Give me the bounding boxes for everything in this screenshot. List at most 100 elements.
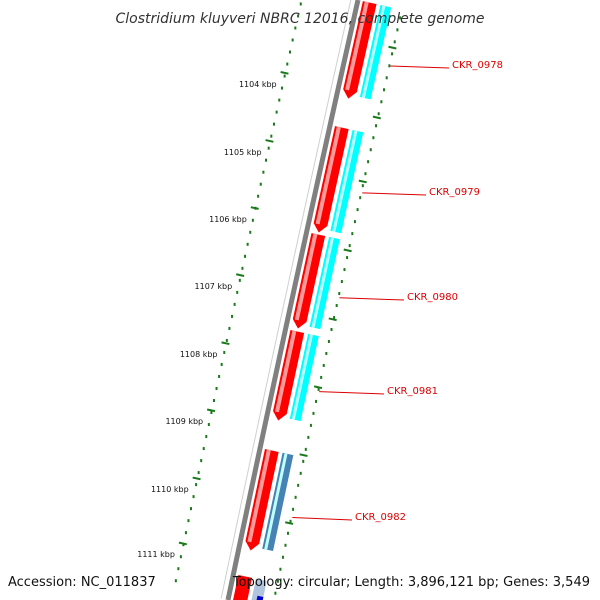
partial-gene <box>233 575 253 600</box>
outer-dot <box>297 483 300 487</box>
outer-dot <box>315 399 318 403</box>
scale-dot <box>228 326 231 330</box>
outer-dot <box>302 459 305 463</box>
scale-dot <box>190 507 193 511</box>
gene-label: CKR_0978 <box>452 60 503 71</box>
partial-cds-dark <box>256 595 264 600</box>
gene-arrow-highlight <box>315 126 341 225</box>
outer-dot <box>338 292 341 296</box>
scale-dot <box>262 170 265 174</box>
gene-label: CKR_0981 <box>387 386 438 397</box>
outer-dot <box>359 196 362 200</box>
scale-tick <box>178 541 187 546</box>
outer-dot <box>287 531 290 535</box>
outer-dot <box>396 28 399 32</box>
scale-tick <box>236 273 245 277</box>
scale-dot <box>215 386 218 390</box>
scale-dot <box>259 182 262 186</box>
topology-summary: Topology: circular; Length: 3,896,121 bp… <box>232 575 590 590</box>
outer-dot <box>348 244 351 248</box>
outer-tick <box>328 317 337 322</box>
outer-dot <box>361 184 364 188</box>
backbone-line <box>225 0 361 600</box>
scale-dot <box>223 350 226 354</box>
scale-dot <box>184 531 187 535</box>
gene-leader-line <box>362 192 427 196</box>
outer-dot <box>304 447 307 451</box>
outer-dot <box>317 387 320 391</box>
map-title: Clostridium kluyveri NBRC 12016, complet… <box>115 11 484 27</box>
outer-tick <box>313 385 323 390</box>
outer-dot <box>369 148 372 152</box>
gene-labels: CKR_0978 CKR_0979 CKR_0980 CKR_0981 CKR_0982 <box>292 60 503 523</box>
outer-dot <box>391 52 394 56</box>
cds-highlight <box>361 5 386 99</box>
scale-tick-label: 1107 kbp <box>195 282 233 291</box>
scale-dot <box>280 86 283 90</box>
scale-dot <box>179 555 182 559</box>
outer-dot <box>377 112 380 116</box>
scale-dot <box>286 62 289 66</box>
scale-tick <box>265 139 274 143</box>
scale-dot <box>174 579 177 583</box>
scale-dot <box>236 290 239 294</box>
outer-dot <box>383 88 386 92</box>
outer-tick <box>285 521 294 525</box>
outer-dot <box>385 76 388 80</box>
outer-tick <box>343 248 352 253</box>
gene-leader-line <box>390 65 450 69</box>
outer-dot <box>393 40 396 44</box>
scale-dot <box>210 411 213 415</box>
outer-dot <box>292 507 295 511</box>
scale-tick-label: 1106 kbp <box>209 215 247 224</box>
scale-dot <box>177 567 180 571</box>
outer-dot <box>367 160 370 164</box>
outer-tick <box>299 453 308 457</box>
cds-highlight <box>311 237 334 328</box>
gene-label: CKR_0982 <box>355 512 406 523</box>
scale-dot <box>288 50 291 54</box>
scale-dot <box>246 242 249 246</box>
scale-tick <box>206 408 216 413</box>
cds-highlight <box>332 130 358 232</box>
outer-dot <box>307 435 310 439</box>
scale-tick-label: 1111 kbp <box>137 550 175 559</box>
scale-dot <box>192 495 195 499</box>
scale-dot <box>197 471 200 475</box>
scale-dot <box>238 278 241 282</box>
scale-dot <box>200 459 203 463</box>
outer-dot <box>299 471 302 475</box>
outer-dot <box>351 232 354 236</box>
scale-tick <box>221 341 230 346</box>
outer-dot <box>281 555 284 559</box>
cds-highlight <box>264 453 288 550</box>
scale-dot <box>218 374 221 378</box>
scale-dot <box>220 362 223 366</box>
scale-dot <box>195 483 198 487</box>
accession-text: Accession: NC_011837 <box>8 575 156 590</box>
scale-tick-label: 1104 kbp <box>239 80 277 89</box>
outer-dot <box>364 172 367 176</box>
outer-dot <box>276 579 279 583</box>
scale-dot <box>202 447 205 451</box>
scale-dot <box>244 254 247 258</box>
outer-dot <box>289 519 292 523</box>
backbone <box>220 0 361 600</box>
scale-dot <box>241 266 244 270</box>
scale-dot <box>187 519 190 523</box>
scale-dot <box>249 230 252 234</box>
partial-cds <box>251 578 267 600</box>
outer-dot <box>353 220 356 224</box>
gene-arrow-highlight <box>345 1 369 91</box>
outer-dot <box>399 16 402 20</box>
scale-tick <box>280 70 289 75</box>
scale-dot <box>212 399 215 403</box>
scale-dot <box>294 26 297 30</box>
scale-dot <box>267 146 270 150</box>
scale-dot <box>272 122 275 126</box>
gene-arrow-highlight <box>247 449 271 543</box>
outer-tick <box>372 115 381 120</box>
scale-dot <box>257 194 260 198</box>
scale-tick <box>192 476 201 481</box>
